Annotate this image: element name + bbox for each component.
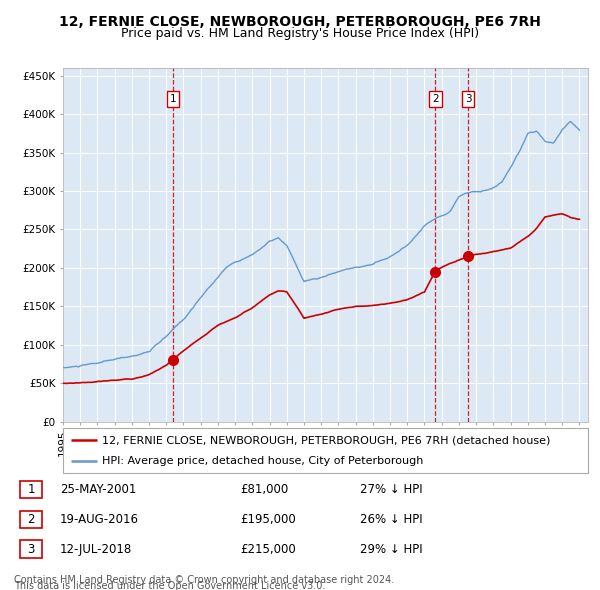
Text: 3: 3 — [465, 94, 472, 104]
Text: HPI: Average price, detached house, City of Peterborough: HPI: Average price, detached house, City… — [103, 456, 424, 466]
Text: 29% ↓ HPI: 29% ↓ HPI — [360, 543, 422, 556]
Text: 27% ↓ HPI: 27% ↓ HPI — [360, 483, 422, 496]
Text: 1: 1 — [170, 94, 176, 104]
Text: 1: 1 — [27, 483, 35, 496]
Text: This data is licensed under the Open Government Licence v3.0.: This data is licensed under the Open Gov… — [14, 581, 325, 590]
Text: Price paid vs. HM Land Registry's House Price Index (HPI): Price paid vs. HM Land Registry's House … — [121, 27, 479, 40]
Bar — [20, 540, 42, 558]
Text: 12, FERNIE CLOSE, NEWBOROUGH, PETERBOROUGH, PE6 7RH (detached house): 12, FERNIE CLOSE, NEWBOROUGH, PETERBOROU… — [103, 435, 551, 445]
Text: 2: 2 — [432, 94, 439, 104]
Text: 12-JUL-2018: 12-JUL-2018 — [60, 543, 132, 556]
Text: 12, FERNIE CLOSE, NEWBOROUGH, PETERBOROUGH, PE6 7RH: 12, FERNIE CLOSE, NEWBOROUGH, PETERBOROU… — [59, 15, 541, 29]
Text: Contains HM Land Registry data © Crown copyright and database right 2024.: Contains HM Land Registry data © Crown c… — [14, 575, 394, 585]
Text: 25-MAY-2001: 25-MAY-2001 — [60, 483, 136, 496]
Text: £195,000: £195,000 — [240, 513, 296, 526]
Bar — [20, 481, 42, 499]
Bar — [20, 511, 42, 528]
Text: 3: 3 — [28, 543, 35, 556]
Text: 2: 2 — [27, 513, 35, 526]
Text: 19-AUG-2016: 19-AUG-2016 — [60, 513, 139, 526]
Text: 26% ↓ HPI: 26% ↓ HPI — [360, 513, 422, 526]
Text: £215,000: £215,000 — [240, 543, 296, 556]
Text: £81,000: £81,000 — [240, 483, 288, 496]
